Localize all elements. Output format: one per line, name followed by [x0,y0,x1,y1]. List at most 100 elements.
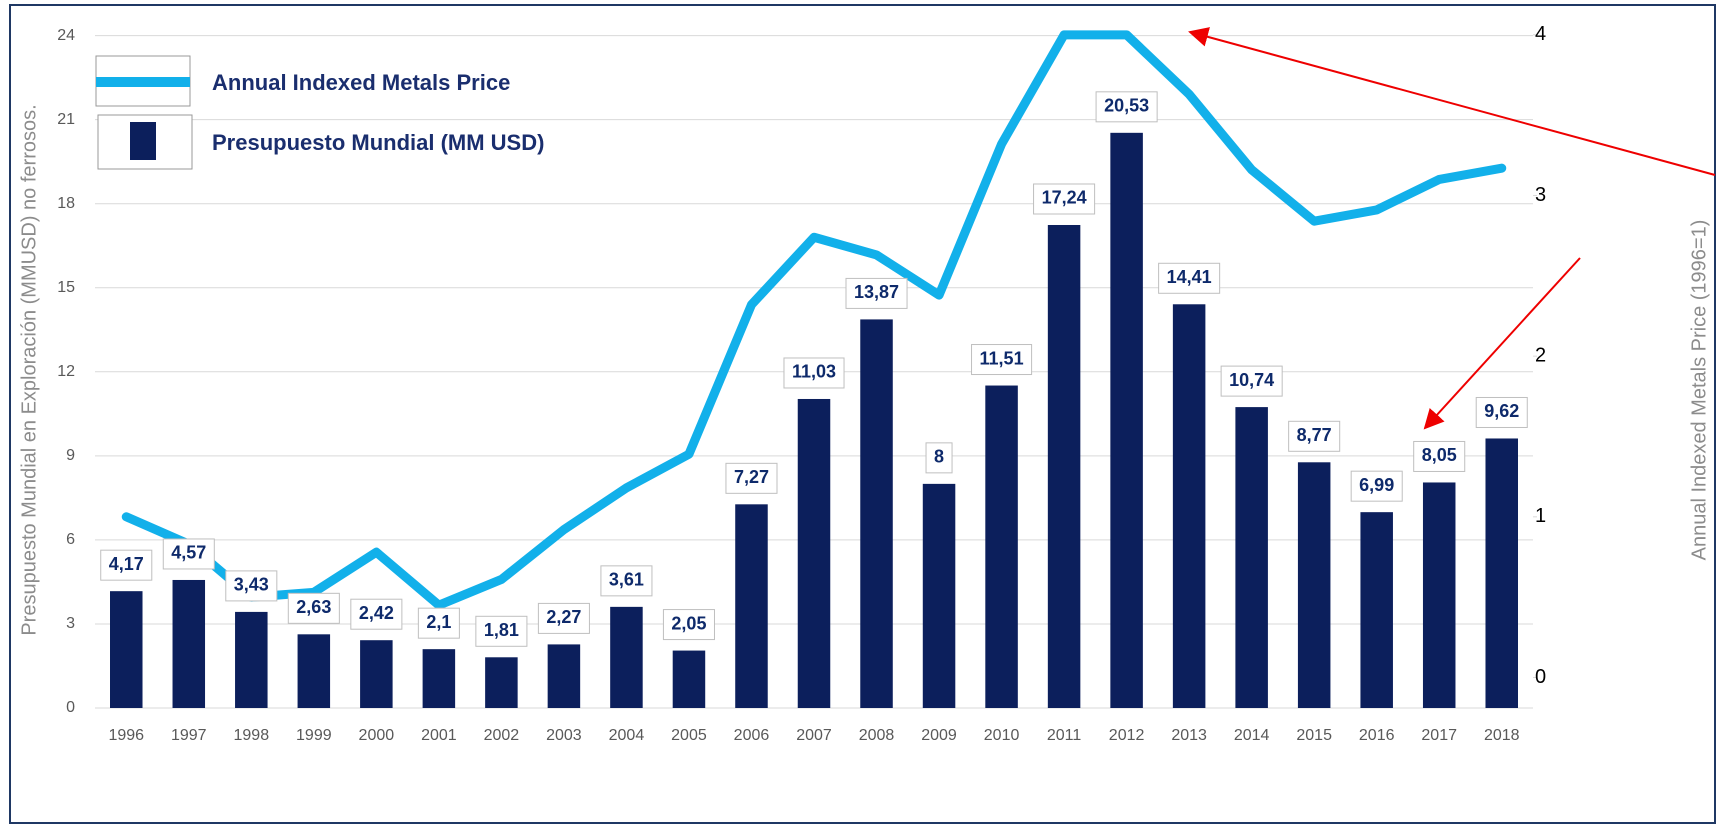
value-label-box [417,607,460,639]
bar [985,385,1018,708]
y-tick-label: 9 [66,447,75,464]
bar [1172,304,1206,708]
value-label-box [725,462,778,494]
bar [235,611,268,708]
bar [360,640,393,708]
value-label-text: 11,03 [792,362,836,382]
value-label: 2,05 [662,609,715,641]
annotation-arrow [1188,27,1716,176]
y-tick-label: 15 [57,279,75,296]
value-label-text: 4,17 [109,554,144,574]
value-label-text: 3,61 [609,570,644,590]
y2-axis-label: Annual Indexed Metals Price (1996=1) [1688,220,1710,561]
value-label-text: 2,27 [546,607,581,627]
x-tick-label: 2010 [984,727,1020,744]
x-tick-label: 1998 [234,727,270,744]
value-label-text: 1,81 [484,620,519,640]
value-label: 17,24 [1033,183,1096,215]
value-label: 11,03 [783,357,845,389]
value-label-box [350,598,403,630]
value-label-text: 4,57 [171,543,206,563]
value-label-box [1288,420,1341,452]
bar [610,606,643,708]
x-tick-label: 2014 [1234,727,1270,744]
value-label: 3,61 [600,565,653,597]
x-tick-label: 2006 [734,727,770,744]
x-tick-label: 2018 [1484,727,1520,744]
bar [172,579,206,708]
bar [485,657,518,708]
value-label: 2,1 [417,607,460,639]
bar [1422,482,1456,708]
value-label-box [225,570,278,602]
value-label-text: 3,43 [234,575,269,595]
x-tick-label: 2001 [421,727,457,744]
bar [1360,512,1393,708]
value-label-box [600,565,653,597]
x-tick-label: 1996 [108,727,144,744]
y-tick-label: 3 [66,615,75,632]
bar [1110,132,1143,708]
x-tick-label: 2007 [796,727,832,744]
x-tick-label: 2016 [1359,727,1395,744]
x-tick-label: 2017 [1421,727,1457,744]
bar [1235,407,1268,708]
value-label: 2,42 [350,598,403,630]
x-tick-label: 1999 [296,727,332,744]
value-label: 13,87 [845,277,908,309]
value-label-box [1033,183,1096,215]
value-label: 11,51 [971,344,1033,376]
value-label-box [1413,440,1466,472]
bar [1297,462,1331,708]
x-tick-label: 2008 [859,727,895,744]
value-label: 2,27 [537,602,590,634]
bar [110,591,143,708]
value-label-box [475,615,528,647]
y2-tick-label: 3 [1535,184,1546,206]
y-axis-label: Presupuesto Mundial en Exploración (MMUS… [18,104,40,635]
x-tick-label: 2004 [609,727,645,744]
value-label-box [783,357,845,389]
y2-tick-label: 0 [1535,666,1546,688]
x-tick-label: 2003 [546,727,582,744]
x-tick-label: 2011 [1047,727,1082,744]
value-label-text: 9,62 [1484,401,1519,421]
value-label-box [971,344,1033,376]
value-label-text: 14,41 [1167,267,1212,287]
value-label-box [1095,91,1158,123]
value-label-text: 11,51 [980,348,1024,368]
value-label-text: 2,05 [671,613,706,633]
x-tick-label: 2013 [1171,727,1207,744]
value-label-box [1350,470,1403,502]
value-label: 7,27 [725,462,778,494]
y-tick-label: 18 [57,195,75,212]
value-label-box [845,277,908,309]
value-label: 8,77 [1288,420,1341,452]
value-label-text: 7,27 [734,467,769,487]
legend-label: Presupuesto Mundial (MM USD) [212,130,544,155]
x-tick-label: 2002 [484,727,520,744]
value-label-text: 20,53 [1104,96,1149,116]
value-label-text: 2,42 [359,603,394,623]
value-label: 8,05 [1413,440,1466,472]
y-tick-label: 12 [57,363,75,380]
value-label-text: 8,05 [1422,445,1457,465]
value-label: 3,43 [225,570,278,602]
value-label-box [1220,365,1283,397]
bar [547,644,581,708]
value-label: 1,81 [475,615,528,647]
value-label-text: 2,63 [296,597,331,617]
x-tick-label: 1997 [171,727,207,744]
x-tick-label: 2000 [359,727,395,744]
value-label-box [925,442,953,474]
value-label: 10,74 [1220,365,1283,397]
value-label: 6,99 [1350,470,1403,502]
value-label-text: 8 [934,447,944,467]
value-label-box [1158,262,1221,294]
legend-swatch [130,122,156,160]
legend-label: Annual Indexed Metals Price [212,70,510,95]
x-tick-label: 2012 [1109,727,1145,744]
value-label: 14,41 [1158,262,1221,294]
bar [422,649,456,708]
y-tick-label: 6 [66,531,75,548]
